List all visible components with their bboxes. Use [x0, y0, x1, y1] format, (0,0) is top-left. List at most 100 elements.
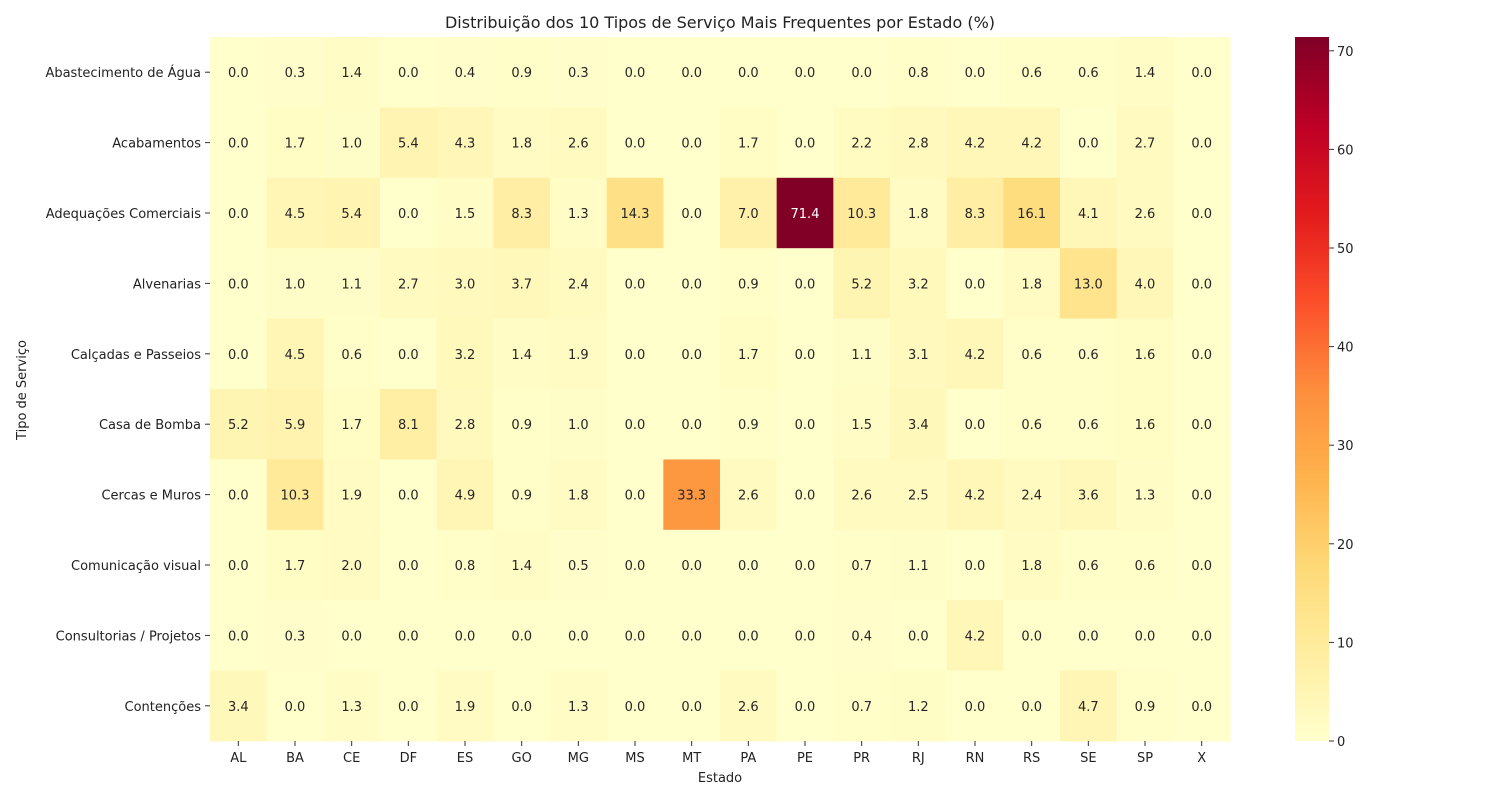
heatmap-cell — [323, 107, 381, 179]
cell-value-label: 1.9 — [568, 348, 589, 363]
heatmap-cell — [1060, 389, 1118, 460]
cell-value-label: 1.0 — [285, 277, 306, 292]
cell-value-label: 1.3 — [568, 207, 589, 222]
cell-value-label: 2.4 — [1021, 489, 1042, 504]
cell-value-label: 0.0 — [908, 629, 929, 644]
y-tick-label: Cercas e Muros — [101, 489, 201, 504]
heatmap-cell — [210, 107, 268, 179]
heatmap-cell — [323, 529, 381, 601]
cell-value-label: 0.0 — [795, 137, 816, 152]
cell-value-label: 3.6 — [1078, 489, 1099, 504]
cell-value-label: 1.1 — [908, 559, 929, 574]
cell-value-label: 8.3 — [965, 207, 986, 222]
cell-value-label: 0.0 — [625, 489, 646, 504]
x-tick-label: DF — [400, 751, 418, 766]
heatmap-cell — [890, 459, 948, 531]
cell-value-label: 0.0 — [795, 418, 816, 433]
heatmap-cell — [493, 529, 551, 601]
heatmap-cell — [946, 670, 1004, 742]
heatmap-cell — [380, 37, 438, 108]
cell-value-label: 0.0 — [1191, 418, 1212, 433]
heatmap-cell — [833, 107, 891, 179]
cell-value-label: 0.0 — [398, 348, 419, 363]
cell-value-label: 0.0 — [795, 559, 816, 574]
heatmap-cell — [946, 529, 1004, 601]
cell-value-label: 7.0 — [738, 207, 759, 222]
x-axis: AL BA CE DF ES GO MG MS MT PA PE PR RJ RN RS SE SP X — [230, 741, 1206, 766]
heatmap-cell — [776, 177, 834, 249]
heatmap-cell — [1173, 318, 1231, 390]
heatmap-cell — [663, 177, 721, 249]
heatmap-cells: 0.0 0.3 1.4 0.0 0.4 0.9 0.3 0.0 0.0 0.0 0.0 0.0 0.8 0… — [210, 37, 1231, 742]
cell-value-label: 0.0 — [681, 348, 702, 363]
cell-value-label: 3.1 — [908, 348, 929, 363]
cell-value-label: 0.0 — [738, 559, 759, 574]
heatmap-cell — [1003, 248, 1061, 320]
heatmap-cell — [210, 600, 268, 672]
heatmap-cell — [210, 248, 268, 320]
heatmap-cell — [663, 318, 721, 390]
heatmap-cell — [436, 389, 494, 460]
heatmap-cell — [720, 600, 778, 672]
cell-value-label: 0.0 — [681, 207, 702, 222]
cell-value-label: 33.3 — [677, 489, 706, 504]
heatmap-cell — [833, 177, 891, 249]
cell-value-label: 0.0 — [398, 66, 419, 81]
cell-value-label: 1.1 — [851, 348, 872, 363]
cell-value-label: 2.6 — [738, 700, 759, 715]
cell-value-label: 0.0 — [1191, 137, 1212, 152]
heatmap-cell — [1173, 459, 1231, 531]
cell-value-label: 0.0 — [398, 700, 419, 715]
cell-value-label: 0.0 — [455, 629, 476, 644]
heatmap-cell — [776, 37, 834, 108]
heatmap-cell — [890, 177, 948, 249]
heatmap-cell — [606, 600, 664, 672]
cell-value-label: 0.0 — [625, 137, 646, 152]
cell-value-label: 0.0 — [1078, 629, 1099, 644]
heatmap-cell — [890, 529, 948, 601]
cell-value-label: 4.2 — [965, 629, 986, 644]
cell-value-label: 0.0 — [795, 489, 816, 504]
cell-value-label: 8.3 — [511, 207, 532, 222]
heatmap-cell — [720, 177, 778, 249]
heatmap-cell — [266, 389, 324, 460]
heatmap-cell — [323, 600, 381, 672]
cell-value-label: 0.0 — [1191, 700, 1212, 715]
cell-value-label: 0.0 — [341, 629, 362, 644]
heatmap-cell — [776, 600, 834, 672]
cell-value-label: 5.2 — [228, 418, 249, 433]
heatmap-cell — [720, 37, 778, 108]
heatmap-cell — [1116, 600, 1174, 672]
colorbar-tick-label: 40 — [1337, 341, 1354, 356]
heatmap-cell — [550, 37, 608, 108]
cell-value-label: 0.0 — [965, 66, 986, 81]
heatmap-cell — [946, 107, 1004, 179]
heatmap-cell — [776, 529, 834, 601]
heatmap-cell — [1116, 459, 1174, 531]
heatmap-cell — [1060, 37, 1118, 108]
heatmap-cell — [1060, 600, 1118, 672]
heatmap-cell — [776, 318, 834, 390]
x-tick-label: SE — [1080, 751, 1096, 766]
cell-value-label: 1.9 — [341, 489, 362, 504]
heatmap-cell — [1060, 529, 1118, 601]
x-tick-label: RS — [1023, 751, 1040, 766]
heatmap-cell — [833, 459, 891, 531]
heatmap-cell — [1003, 529, 1061, 601]
cell-value-label: 0.3 — [285, 66, 306, 81]
x-tick-label: BA — [286, 751, 304, 766]
cell-value-label: 0.9 — [738, 418, 759, 433]
heatmap-cell — [1173, 248, 1231, 320]
cell-value-label: 3.0 — [455, 277, 476, 292]
cell-value-label: 0.0 — [1191, 629, 1212, 644]
cell-value-label: 8.1 — [398, 418, 419, 433]
heatmap-cell — [833, 37, 891, 108]
cell-value-label: 0.4 — [455, 66, 476, 81]
heatmap-cell — [436, 248, 494, 320]
heatmap-cell — [493, 389, 551, 460]
heatmap-cell — [550, 318, 608, 390]
cell-value-label: 0.6 — [1078, 418, 1099, 433]
heatmap-cell — [946, 37, 1004, 108]
cell-value-label: 1.5 — [851, 418, 872, 433]
heatmap-cell — [493, 670, 551, 742]
